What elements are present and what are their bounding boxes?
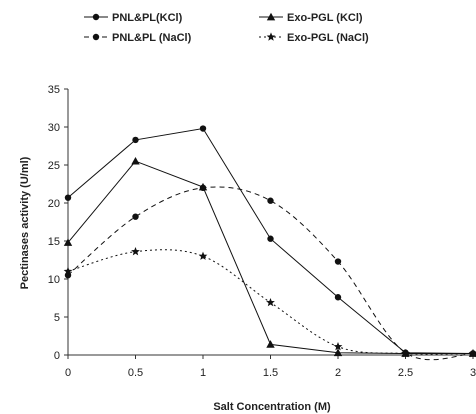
data-point <box>198 251 208 260</box>
y-tick-label: 10 <box>48 274 60 286</box>
y-tick-label: 30 <box>48 122 60 134</box>
y-tick-label: 20 <box>48 198 60 210</box>
data-point <box>64 194 72 201</box>
data-point <box>132 136 139 144</box>
series-4 <box>63 247 476 358</box>
legend-label: PNL&PL(KCl) <box>112 12 183 24</box>
series-3 <box>63 157 476 357</box>
series-line <box>67 186 474 361</box>
legend-label: Exo-PGL (KCl) <box>287 12 363 24</box>
x-tick-label: 0 <box>65 367 71 379</box>
data-point <box>267 197 274 204</box>
legend-label: Exo-PGL (NaCl) <box>287 32 369 44</box>
x-tick-label: 1 <box>200 367 206 379</box>
legend-item: PNL&PL(KCl) <box>84 12 183 24</box>
y-tick-label: 0 <box>54 350 60 362</box>
data-point <box>468 348 476 358</box>
data-point <box>198 182 208 191</box>
data-point <box>199 125 207 132</box>
legend-item: PNL&PL (NaCl) <box>84 32 192 44</box>
legend-marker <box>266 32 276 41</box>
data-point <box>131 157 140 165</box>
legend-marker <box>92 33 100 41</box>
y-tick-label: 25 <box>48 160 60 172</box>
y-tick-label: 35 <box>48 84 60 96</box>
y-axis-title: Pectinases activity (U/ml) <box>19 156 31 289</box>
data-point <box>267 235 274 242</box>
data-point <box>63 238 73 246</box>
series-2 <box>64 184 476 361</box>
data-point <box>333 342 343 351</box>
data-point <box>266 340 275 348</box>
legend-marker <box>266 12 276 21</box>
x-tick-label: 0.5 <box>128 367 143 379</box>
legend-label: PNL&PL (NaCl) <box>112 32 192 44</box>
x-tick-label: 2.5 <box>398 367 413 379</box>
axes: 0 5 10 15 20 25 30 35 0 0.5 1 1.5 2 2.5 3 <box>48 84 476 379</box>
data-point <box>131 247 140 256</box>
legend-item: Exo-PGL (KCl) <box>259 12 363 24</box>
x-tick-label: 1.5 <box>263 367 278 379</box>
data-point <box>334 294 342 301</box>
y-tick-label: 15 <box>48 236 60 248</box>
data-point <box>63 266 73 276</box>
data-point <box>132 213 139 220</box>
series-group <box>63 125 476 361</box>
x-tick-label: 2 <box>335 367 341 379</box>
x-tick-label: 3 <box>470 367 476 379</box>
y-tick-label: 5 <box>54 312 60 324</box>
data-point <box>401 348 410 358</box>
legend-marker <box>92 13 100 21</box>
data-point <box>266 297 275 307</box>
series-line <box>67 160 473 354</box>
series-1 <box>64 125 476 357</box>
legend-item: Exo-PGL (NaCl) <box>259 32 369 44</box>
data-point <box>334 258 342 265</box>
x-axis-title: Salt Concentration (M) <box>213 401 331 413</box>
data-point <box>333 348 343 357</box>
legend: PNL&PL(KCl) PNL&PL (NaCl) Exo-PGL (KCl) Exo… <box>84 12 369 44</box>
